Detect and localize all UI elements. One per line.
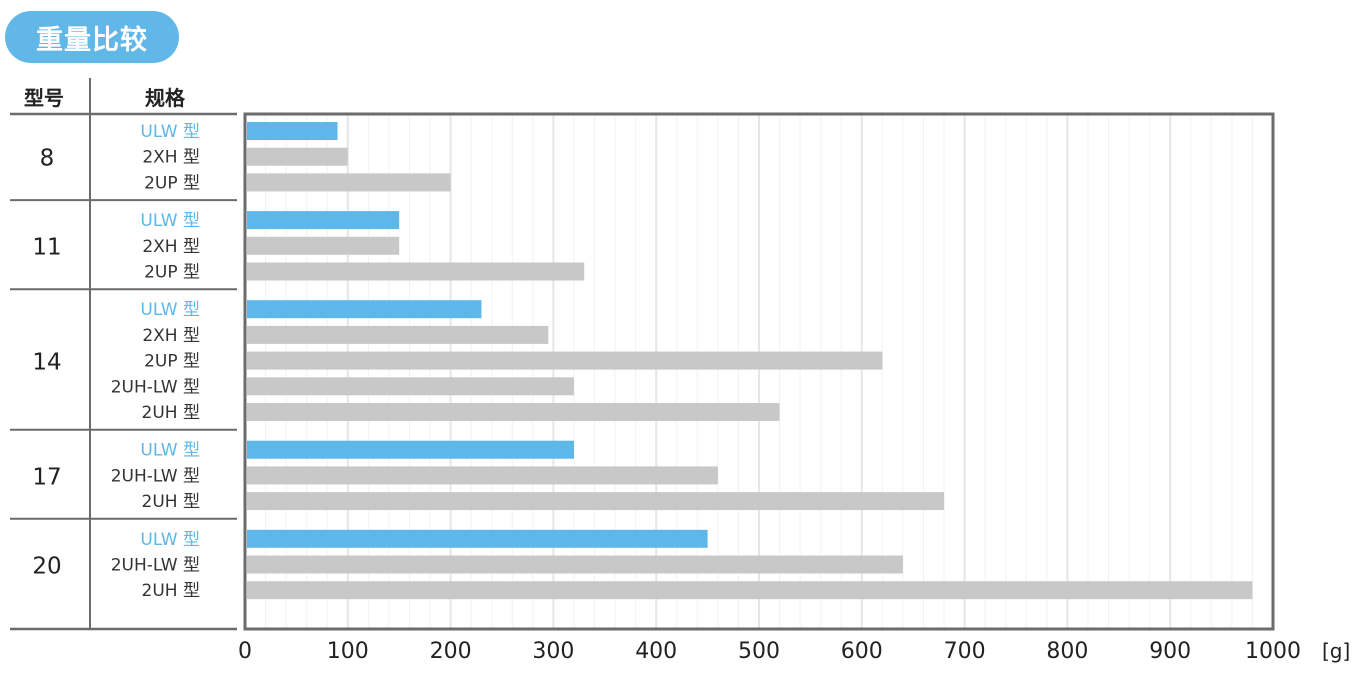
x-tick-label: 300	[532, 639, 574, 664]
bar	[247, 492, 945, 511]
x-tick-label: 200	[430, 639, 472, 664]
bar-label: 2UH-LW 型	[111, 466, 200, 486]
model-label: 14	[32, 349, 61, 375]
bar-label: ULW 型	[140, 441, 200, 461]
bar-label: 2UH 型	[142, 403, 200, 423]
model-label: 20	[32, 553, 61, 579]
bar	[247, 147, 348, 166]
bar	[247, 300, 482, 319]
x-tick-label: 100	[327, 639, 369, 664]
bar	[247, 351, 883, 370]
bar	[247, 173, 451, 192]
bar	[247, 440, 574, 459]
bar	[247, 529, 708, 548]
bar-label: 2UH 型	[142, 492, 200, 512]
bar-label: ULW 型	[140, 530, 200, 550]
bar-label: 2UH-LW 型	[111, 556, 200, 576]
bar-label: 2UP 型	[144, 263, 200, 283]
bar	[247, 325, 549, 344]
x-tick-label: 1000	[1245, 639, 1301, 664]
bar	[247, 262, 585, 281]
plot-frame	[243, 112, 1275, 631]
bar-label: ULW 型	[140, 300, 200, 320]
model-label: 11	[32, 235, 61, 261]
bar	[247, 236, 400, 255]
bar-label: 2UP 型	[144, 352, 200, 372]
bar-label: 2UH-LW 型	[111, 377, 200, 397]
bar	[247, 377, 574, 396]
x-tick-label: 900	[1149, 639, 1191, 664]
bar	[247, 555, 903, 574]
chart-title: 重量比较	[5, 11, 179, 63]
x-tick-label: 800	[1046, 639, 1088, 664]
x-tick-label: 700	[944, 639, 986, 664]
bar	[247, 466, 718, 485]
bar-label: 2UH 型	[142, 581, 200, 601]
x-tick-label: 0	[238, 639, 252, 664]
x-axis-unit: [g]	[1322, 639, 1350, 663]
bar	[247, 581, 1253, 600]
model-column-header: 型号	[24, 86, 64, 110]
bar-label: ULW 型	[140, 211, 200, 231]
bar	[247, 211, 400, 230]
bar-label: 2XH 型	[142, 237, 200, 257]
bar-label: 2XH 型	[142, 148, 200, 168]
x-tick-label: 400	[635, 639, 677, 664]
bar	[247, 122, 338, 140]
spec-column-header: 规格	[145, 86, 185, 110]
x-tick-label: 500	[738, 639, 780, 664]
x-tick-label: 600	[841, 639, 883, 664]
model-label: 8	[40, 146, 55, 172]
bar	[247, 403, 780, 421]
model-label: 17	[32, 464, 61, 490]
bar-label: ULW 型	[140, 122, 200, 142]
bar-label: 2XH 型	[142, 326, 200, 346]
bar-label: 2UP 型	[144, 173, 200, 193]
